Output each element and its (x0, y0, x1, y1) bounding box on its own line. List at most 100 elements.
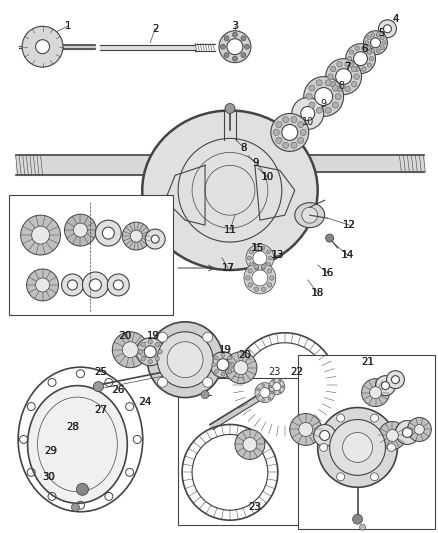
Text: 5: 5 (378, 28, 385, 38)
Text: 17: 17 (222, 263, 234, 273)
Circle shape (269, 378, 285, 394)
Circle shape (335, 93, 341, 100)
Circle shape (273, 381, 275, 383)
Circle shape (220, 44, 226, 49)
Circle shape (141, 357, 145, 361)
Circle shape (261, 264, 266, 269)
Circle shape (261, 246, 265, 250)
Text: 11: 11 (224, 225, 236, 235)
Text: 2: 2 (152, 24, 159, 34)
Circle shape (71, 503, 79, 511)
Bar (9, 195, 173, 315)
Circle shape (210, 352, 236, 378)
Text: 20: 20 (238, 350, 251, 360)
Text: 8: 8 (241, 143, 247, 154)
Circle shape (279, 391, 281, 393)
Circle shape (414, 424, 424, 434)
Text: 3: 3 (232, 21, 238, 31)
Circle shape (241, 36, 246, 41)
Circle shape (257, 394, 259, 397)
Text: 25: 25 (94, 367, 107, 377)
Circle shape (112, 332, 148, 368)
Text: 19: 19 (219, 345, 232, 355)
Circle shape (381, 382, 389, 390)
Circle shape (241, 53, 246, 58)
Circle shape (224, 53, 229, 58)
Circle shape (224, 36, 229, 41)
Circle shape (403, 427, 413, 438)
Circle shape (273, 391, 275, 393)
Circle shape (325, 107, 331, 114)
Circle shape (141, 342, 145, 347)
Circle shape (248, 283, 252, 287)
Circle shape (337, 414, 345, 422)
Circle shape (367, 63, 372, 67)
Circle shape (386, 370, 404, 389)
Text: 22: 22 (290, 367, 304, 377)
Text: 13: 13 (272, 250, 284, 260)
Circle shape (250, 262, 253, 266)
Bar (178, 378, 326, 525)
Circle shape (382, 41, 386, 45)
Circle shape (244, 44, 249, 49)
Circle shape (21, 215, 60, 255)
Text: 13: 13 (271, 250, 284, 260)
Text: 4: 4 (392, 14, 399, 24)
Circle shape (254, 287, 258, 292)
Circle shape (283, 142, 289, 148)
Text: 24: 24 (139, 397, 152, 407)
Circle shape (320, 431, 330, 440)
Circle shape (246, 244, 274, 272)
Circle shape (355, 46, 360, 51)
Text: 3: 3 (232, 21, 238, 31)
Circle shape (67, 280, 78, 290)
Circle shape (95, 220, 121, 246)
Circle shape (89, 279, 101, 291)
Circle shape (270, 385, 272, 387)
Circle shape (330, 66, 336, 72)
Circle shape (362, 46, 366, 51)
Circle shape (233, 32, 237, 37)
Text: 14: 14 (341, 250, 354, 260)
Circle shape (282, 385, 284, 387)
Circle shape (201, 391, 209, 399)
Circle shape (301, 107, 314, 120)
Text: 18: 18 (311, 288, 324, 298)
Text: 22: 22 (290, 367, 303, 377)
Circle shape (330, 419, 385, 475)
Text: 16: 16 (321, 268, 334, 278)
Circle shape (371, 473, 378, 481)
Circle shape (365, 41, 369, 45)
Circle shape (345, 86, 350, 92)
Circle shape (273, 383, 281, 391)
Text: 1: 1 (65, 21, 71, 31)
Circle shape (77, 483, 88, 495)
Circle shape (136, 338, 164, 366)
Circle shape (345, 61, 350, 67)
Circle shape (144, 346, 156, 358)
Circle shape (138, 350, 142, 354)
Circle shape (227, 39, 243, 55)
Text: 2: 2 (152, 24, 158, 34)
Circle shape (93, 382, 103, 392)
Circle shape (369, 56, 374, 61)
Circle shape (64, 214, 96, 246)
Circle shape (325, 80, 331, 86)
Text: 15: 15 (252, 243, 264, 253)
Circle shape (151, 235, 159, 243)
Circle shape (247, 256, 251, 260)
Text: 12: 12 (343, 220, 356, 230)
Circle shape (235, 430, 265, 459)
Ellipse shape (142, 110, 318, 270)
Circle shape (130, 230, 142, 242)
Circle shape (244, 262, 276, 294)
Circle shape (353, 514, 363, 524)
Text: 9: 9 (253, 158, 259, 168)
Circle shape (230, 363, 234, 367)
Polygon shape (165, 165, 205, 225)
Circle shape (302, 207, 318, 223)
Circle shape (254, 264, 258, 269)
Circle shape (291, 117, 297, 123)
Circle shape (32, 226, 49, 244)
Circle shape (214, 356, 218, 360)
